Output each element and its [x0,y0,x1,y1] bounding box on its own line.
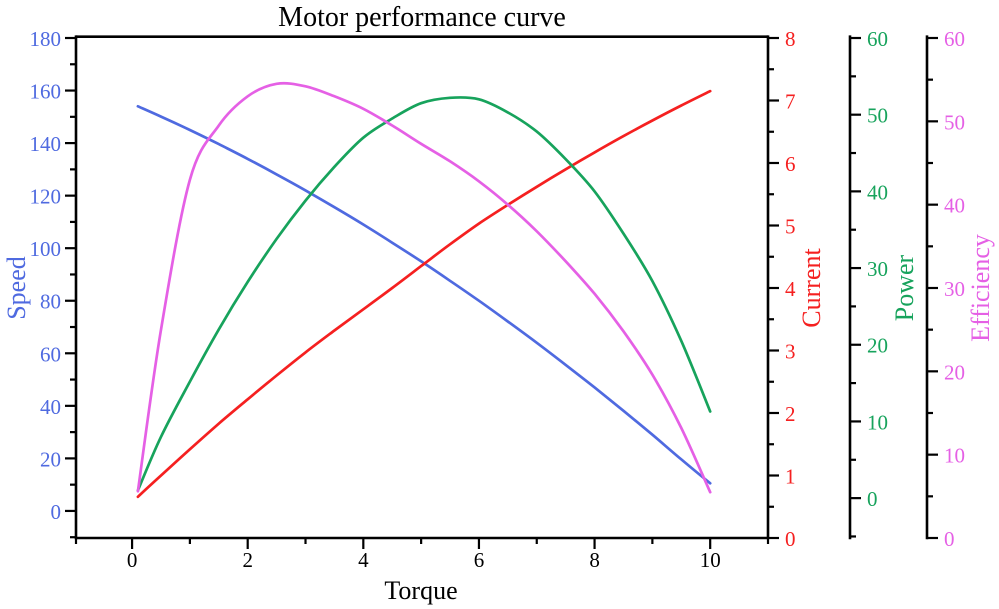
x-tick-label: 8 [589,548,600,572]
efficiency-curve [136,81,712,494]
efficiency-tick-label: 0 [944,527,955,551]
efficiency-tick-label: 40 [944,194,965,218]
current-tick-label: 7 [785,90,796,114]
current-tick-label: 3 [785,340,796,364]
current-axis-label: Current [797,248,826,328]
current-tick-label: 0 [785,527,796,551]
current-tick-label: 1 [785,465,796,489]
speed-tick-label: 160 [30,80,62,104]
x-tick-label: 2 [242,548,253,572]
efficiency-tick-label: 10 [944,444,965,468]
speed-tick-label: 40 [40,395,61,419]
current-tick-label: 8 [785,27,796,51]
speed-tick-label: 0 [51,500,62,524]
current-tick-label: 2 [785,402,796,426]
efficiency-tick-label: 30 [944,277,965,301]
power-tick-label: 0 [867,487,878,511]
speed-tick-label: 20 [40,447,61,471]
efficiency-tick-label: 50 [944,110,965,134]
speed-tick-label: 100 [30,237,62,261]
speed-axis-label: Speed [2,256,31,320]
power-tick-label: 30 [867,257,888,281]
speed-tick-label: 140 [30,132,62,156]
power-axis-label: Power [890,254,919,322]
x-tick-label: 6 [474,548,485,572]
speed-tick-label: 80 [40,290,61,314]
speed-tick-label: 120 [30,185,62,209]
current-curve [136,89,712,499]
efficiency-axis-label: Efficiency [966,234,995,342]
x-tick-label: 4 [358,548,369,572]
power-tick-label: 20 [867,334,888,358]
current-tick-label: 6 [785,152,796,176]
x-tick-label: 10 [700,548,721,572]
speed-tick-label: 60 [40,342,61,366]
power-tick-label: 60 [867,27,888,51]
current-tick-label: 5 [785,215,796,239]
power-curve [136,96,712,492]
speed-curve [136,104,712,485]
x-axis-label: Torque [384,576,458,605]
efficiency-tick-label: 60 [944,27,965,51]
x-tick-label: 0 [127,548,138,572]
efficiency-tick-label: 20 [944,360,965,384]
power-tick-label: 10 [867,410,888,434]
speed-tick-label: 180 [30,27,62,51]
power-tick-label: 50 [867,104,888,128]
current-tick-label: 4 [785,277,796,301]
chart-title: Motor performance curve [278,2,566,33]
power-tick-label: 40 [867,180,888,204]
